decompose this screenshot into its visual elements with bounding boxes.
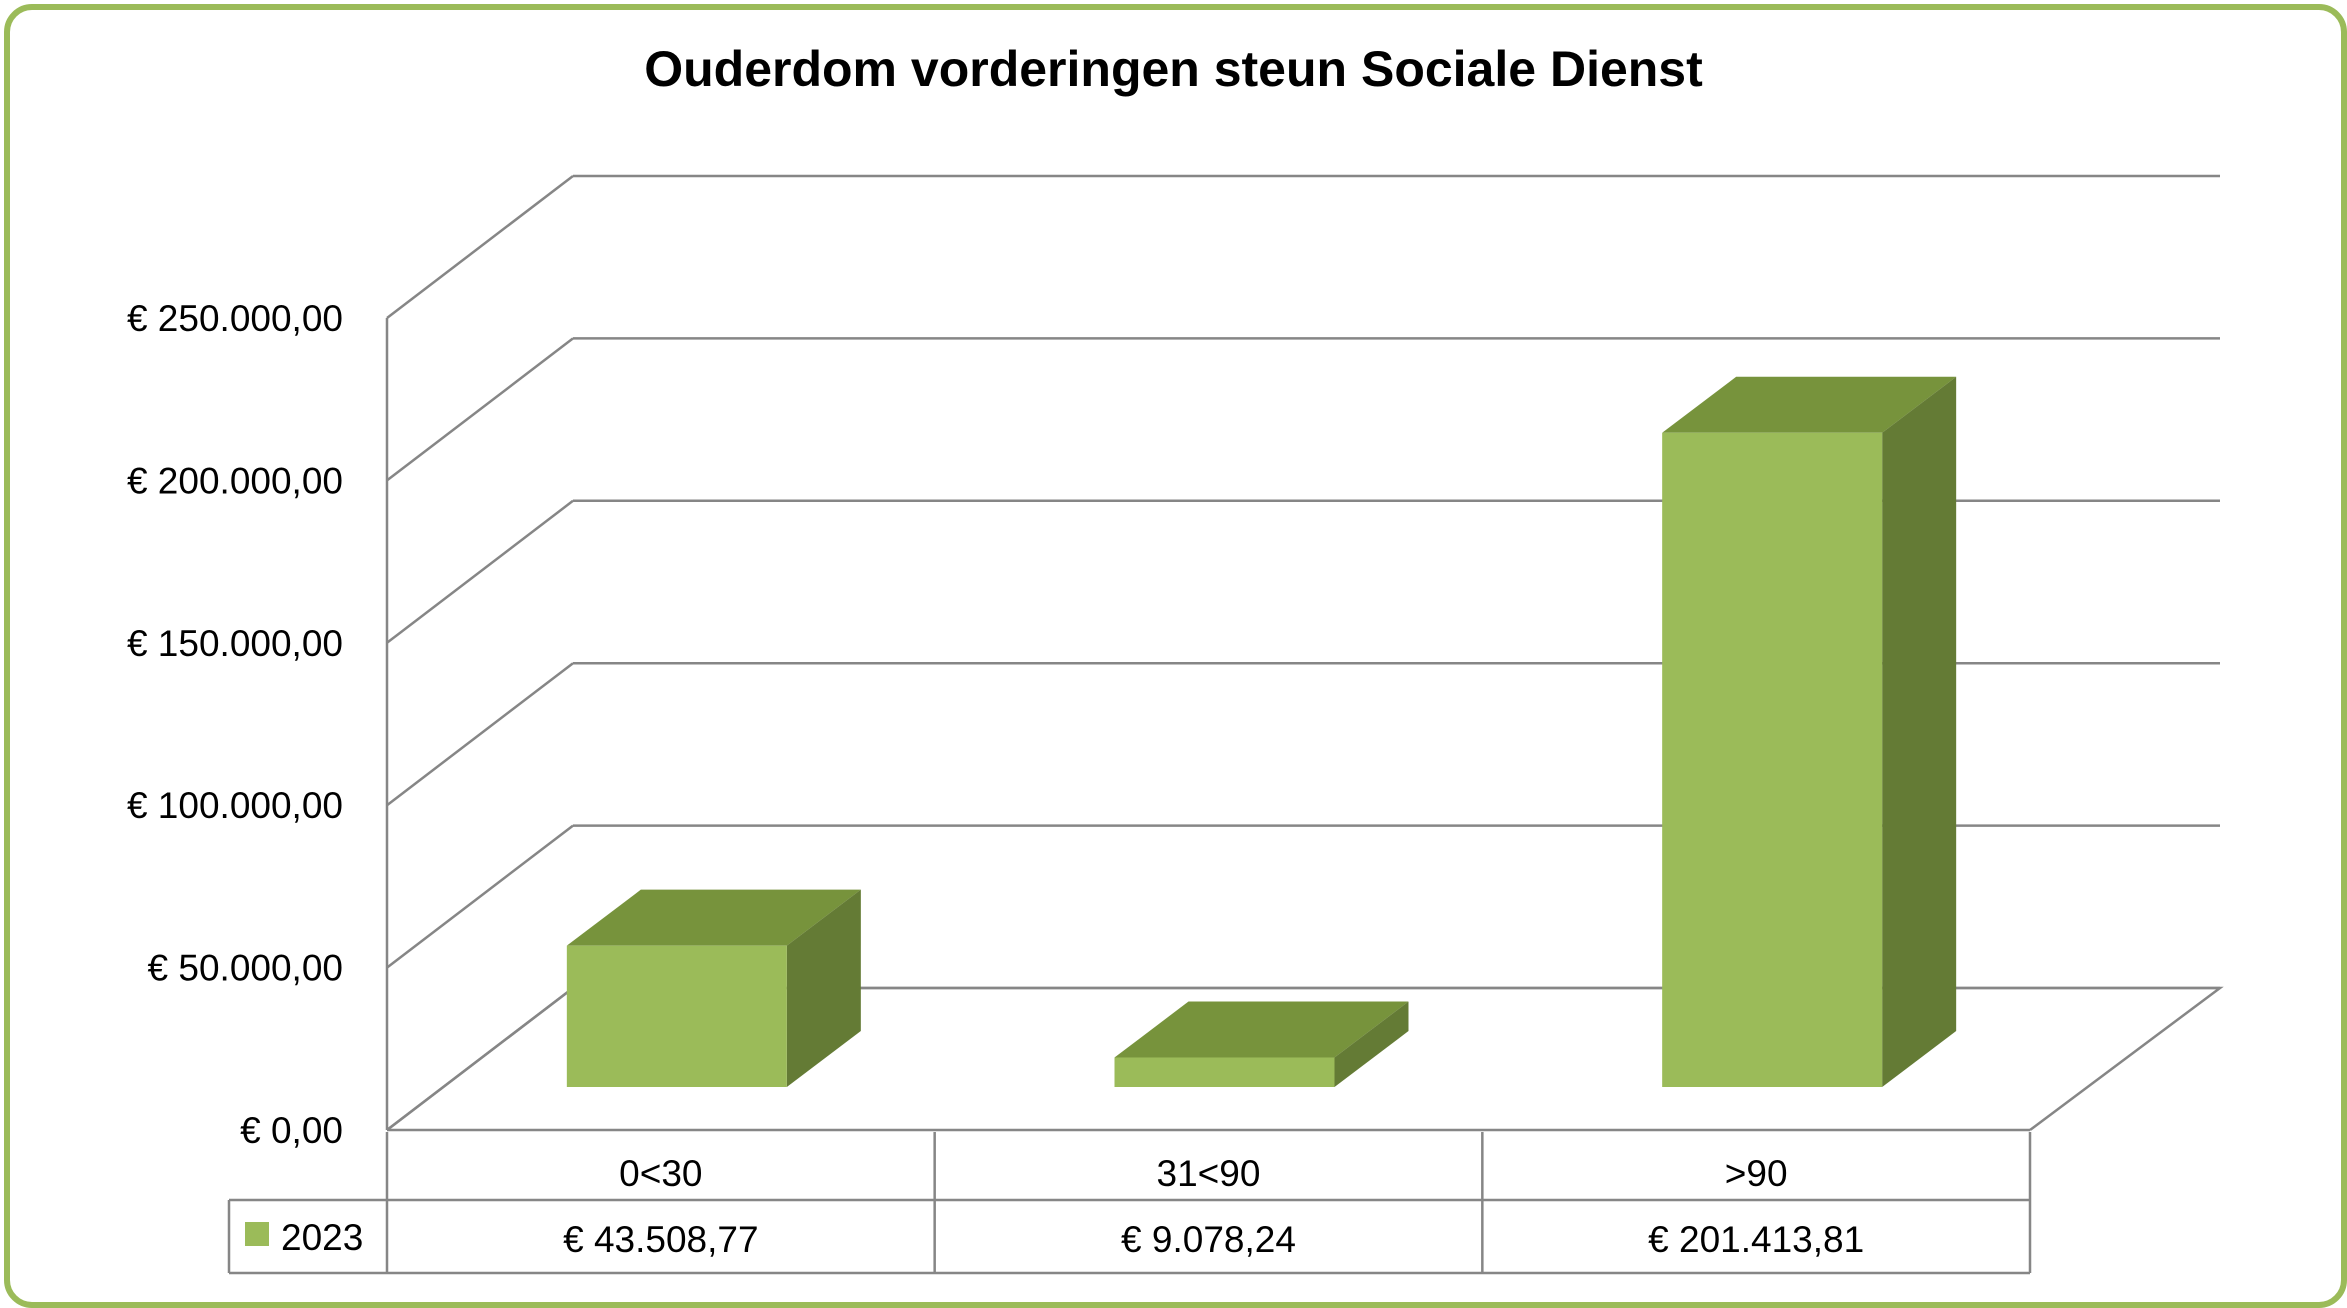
data-table-value: € 201.413,81	[1648, 1219, 1864, 1260]
gridline-side	[386, 499, 574, 644]
gridline-side	[386, 662, 574, 807]
y-tick-label: € 100.000,00	[127, 785, 343, 826]
bar	[566, 945, 787, 1087]
bar-top	[1114, 1001, 1409, 1058]
bar-side	[786, 889, 861, 1087]
x-category-label: >90	[1725, 1153, 1788, 1194]
gridline-side	[386, 824, 574, 969]
bar-top	[1662, 376, 1957, 433]
y-tick-label: € 250.000,00	[127, 298, 343, 339]
data-table-value: € 43.508,77	[563, 1219, 758, 1260]
x-category-label: 31<90	[1157, 1153, 1261, 1194]
y-tick-label: € 150.000,00	[127, 623, 343, 664]
y-tick-label: € 50.000,00	[148, 948, 343, 989]
floor-outline	[386, 986, 2224, 1132]
bar	[1662, 432, 1883, 1087]
chart-title: Ouderdom vorderingen steun Sociale Diens…	[644, 41, 1703, 97]
data-table-value: € 9.078,24	[1121, 1219, 1296, 1260]
bar-top	[566, 889, 861, 946]
y-tick-label: € 200.000,00	[127, 460, 343, 501]
x-category-label: 0<30	[619, 1153, 702, 1194]
bar	[1114, 1057, 1335, 1087]
gridline-side	[386, 337, 574, 482]
bar-side	[1882, 376, 1957, 1087]
y-tick-label: € 0,00	[240, 1110, 343, 1151]
gridline-side	[386, 175, 574, 319]
legend-swatch	[245, 1222, 269, 1246]
bar-side	[1334, 1001, 1409, 1087]
legend-series-name: 2023	[281, 1217, 363, 1258]
chart-frame	[4, 4, 2347, 1308]
